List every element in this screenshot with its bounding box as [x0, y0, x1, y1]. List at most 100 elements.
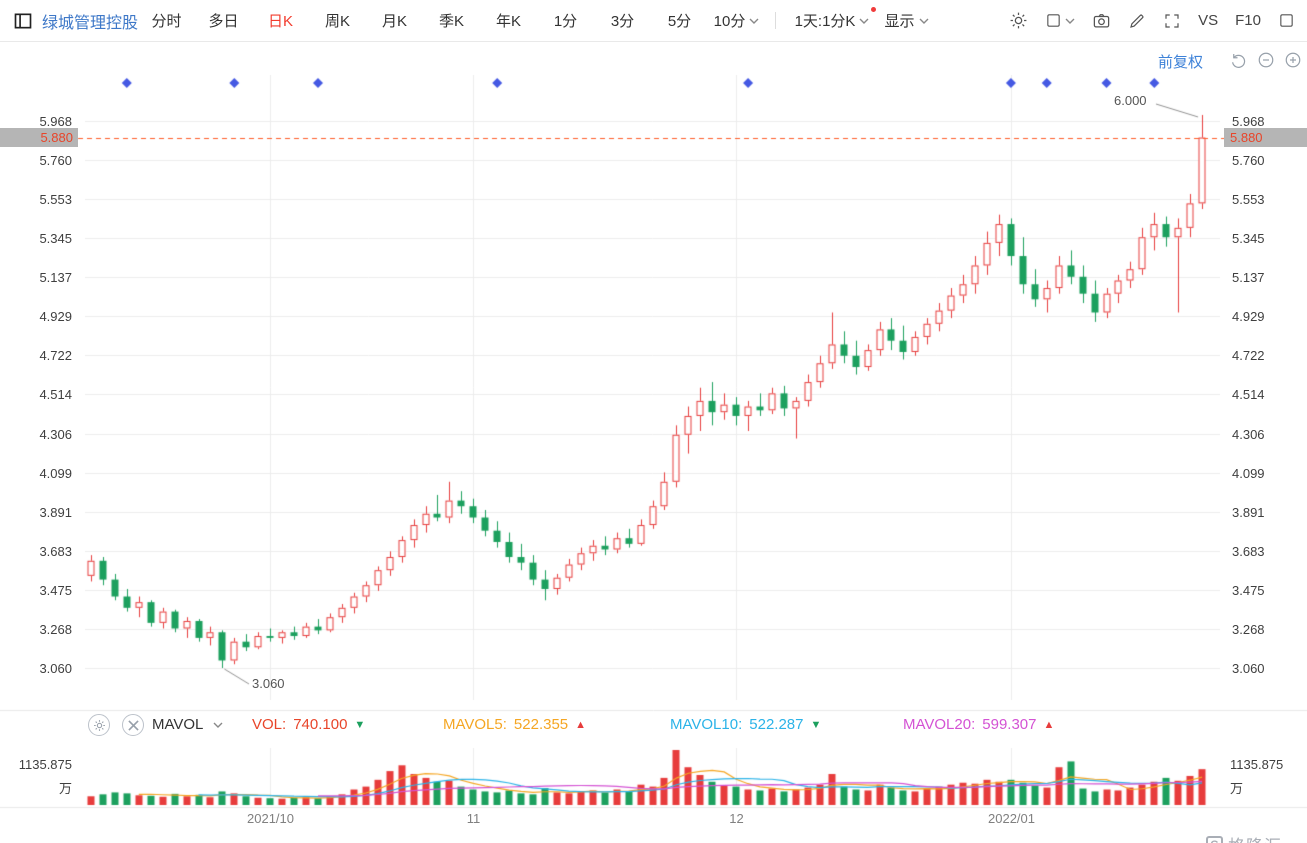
menu-item-monthly-k[interactable]: 月K — [381, 13, 407, 30]
current-price-tag-right: 5.880 — [1224, 128, 1307, 147]
volume-indicator-row: MAVOL VOL: 740.100 ▼ MAVOL5: 522.355 ▲ M… — [0, 711, 1307, 741]
toolbar-icon-strip: VS F10 — [1009, 11, 1295, 30]
price-axis-label-left: 4.929 — [39, 308, 72, 324]
menu-item-1min[interactable]: 1分 — [553, 13, 578, 30]
mavol10-readout: MAVOL10: 522.287 ▼ — [670, 716, 821, 733]
chevron-down-icon — [1065, 18, 1075, 24]
zoom-tools — [1230, 51, 1302, 69]
f10-button[interactable]: F10 — [1235, 12, 1261, 29]
mavol5-label: MAVOL5: — [443, 716, 507, 733]
mavol10-label: MAVOL10: — [670, 716, 743, 733]
price-axis-label-right: 3.268 — [1232, 621, 1265, 637]
fullscreen-icon[interactable] — [1163, 12, 1181, 30]
watermark-text: 格隆汇 — [1228, 832, 1282, 843]
top-toolbar: 绿城管理控股 分时 多日 日K 周K 月K 季K 年K 1分 3分 5分 10分… — [0, 0, 1307, 42]
menu-item-weekly-k[interactable]: 周K — [324, 13, 350, 30]
price-axis-label-left: 3.268 — [39, 621, 72, 637]
price-axis-left: 5.968 5.760 5.553 5.345 5.137 4.929 4.722 4.514… — [0, 0, 75, 843]
price-axis-label-left: 5.345 — [39, 230, 72, 246]
mavol5-readout: MAVOL5: 522.355 ▲ — [443, 716, 586, 733]
vol-label: VOL: — [252, 716, 287, 733]
chevron-down-icon — [213, 722, 223, 728]
watermark: G 格隆汇 — [1206, 832, 1282, 843]
price-axis-label-left: 4.099 — [39, 465, 72, 481]
price-axis-label-right: 4.099 — [1232, 465, 1265, 481]
stock-name[interactable]: 绿城管理控股 — [42, 14, 138, 32]
price-axis-label-right: 3.060 — [1232, 660, 1265, 676]
price-axis-label-right: 3.475 — [1232, 582, 1265, 598]
price-axis-label-left: 5.553 — [39, 191, 72, 207]
period-menu: 分时 多日 日K 周K 月K 季K 年K 1分 3分 5分 10分 1天:1分K… — [138, 0, 935, 42]
price-axis-label-left: 5.760 — [39, 152, 72, 168]
gelonghui-logo-icon: G — [1206, 836, 1223, 843]
notification-dot — [871, 6, 876, 12]
layout-icon[interactable] — [12, 10, 34, 32]
panel-icon[interactable] — [1278, 12, 1295, 29]
mavol20-readout: MAVOL20: 599.307 ▲ — [903, 716, 1054, 733]
indicator-selector[interactable]: MAVOL — [152, 716, 223, 733]
price-axis-label-left: 3.475 — [39, 582, 72, 598]
menu-item-multiday[interactable]: 多日 — [208, 13, 239, 30]
indicator-selector-label: MAVOL — [152, 716, 204, 733]
chevron-down-icon — [859, 18, 869, 24]
high-annotation: 6.000 — [1114, 93, 1147, 108]
price-axis-label-right: 5.137 — [1232, 269, 1265, 285]
menu-item-1d-1min-k[interactable]: 1天:1分K — [786, 0, 878, 42]
price-axis-label-right: 5.345 — [1232, 230, 1265, 246]
settings-gear-icon[interactable] — [1009, 11, 1028, 30]
price-axis-label-left: 3.060 — [39, 660, 72, 676]
x-axis-label: 11 — [466, 811, 481, 826]
toolbar-divider — [775, 12, 776, 29]
vol-value: 740.100 — [293, 716, 348, 733]
zoom-out-icon[interactable] — [1257, 51, 1275, 69]
indicator-close-icon[interactable] — [122, 714, 144, 736]
down-triangle-icon: ▼ — [810, 718, 822, 731]
up-triangle-icon: ▲ — [1043, 718, 1055, 731]
camera-icon[interactable] — [1092, 11, 1111, 30]
price-axis-right: 5.968 5.760 5.553 5.345 5.137 4.929 4.722 4.514… — [1228, 0, 1306, 843]
indicator-settings-icon[interactable] — [88, 714, 110, 736]
menu-item-10min-label: 10分 — [713, 13, 746, 30]
price-axis-label-left: 4.722 — [39, 347, 72, 363]
menu-item-10min[interactable]: 10分 — [708, 0, 765, 42]
menu-item-display-label: 显示 — [884, 13, 915, 30]
price-axis-label-left: 4.306 — [39, 426, 72, 442]
price-axis-label-right: 4.929 — [1232, 308, 1265, 324]
mavol10-value: 522.287 — [749, 716, 804, 733]
low-annotation: 3.060 — [252, 676, 285, 691]
menu-item-yearly-k[interactable]: 年K — [495, 13, 521, 30]
volume-axis-unit-left: 万 — [58, 781, 72, 796]
menu-item-display[interactable]: 显示 — [878, 0, 935, 42]
menu-item-quarterly-k[interactable]: 季K — [438, 13, 464, 30]
chevron-down-icon — [749, 18, 759, 24]
menu-item-1d-1min-k-label: 1天:1分K — [794, 13, 856, 30]
layout-select-icon[interactable] — [1045, 12, 1075, 29]
up-triangle-icon: ▲ — [575, 718, 587, 731]
x-axis-label: 2022/01 — [988, 811, 1035, 826]
reset-zoom-icon[interactable] — [1230, 51, 1248, 69]
current-price-tag-left: 5.880 — [0, 128, 78, 147]
menu-item-5min[interactable]: 5分 — [667, 13, 692, 30]
price-axis-label-left: 5.968 — [39, 113, 72, 129]
adjust-mode-link[interactable]: 前复权 — [1158, 54, 1204, 71]
menu-item-3min[interactable]: 3分 — [610, 13, 635, 30]
draw-pencil-icon[interactable] — [1128, 12, 1146, 30]
x-axis-label: 12 — [729, 811, 744, 826]
price-axis-label-right: 3.683 — [1232, 543, 1265, 559]
price-axis-label-right: 5.760 — [1232, 152, 1265, 168]
price-axis-label-left: 3.891 — [39, 504, 72, 520]
menu-item-timeshare[interactable]: 分时 — [151, 13, 182, 30]
mavol20-label: MAVOL20: — [903, 716, 976, 733]
price-axis-label-left: 5.137 — [39, 269, 72, 285]
price-axis-label-right: 4.722 — [1232, 347, 1265, 363]
down-triangle-icon: ▼ — [354, 718, 366, 731]
vol-readout: VOL: 740.100 ▼ — [252, 716, 365, 733]
menu-item-daily-k[interactable]: 日K — [267, 13, 293, 30]
volume-axis-max-right: 1135.875 — [1230, 757, 1284, 772]
volume-axis-unit-right: 万 — [1230, 781, 1244, 796]
vs-button[interactable]: VS — [1198, 12, 1219, 29]
zoom-in-icon[interactable] — [1284, 51, 1302, 69]
price-axis-label-right: 5.553 — [1232, 191, 1265, 207]
